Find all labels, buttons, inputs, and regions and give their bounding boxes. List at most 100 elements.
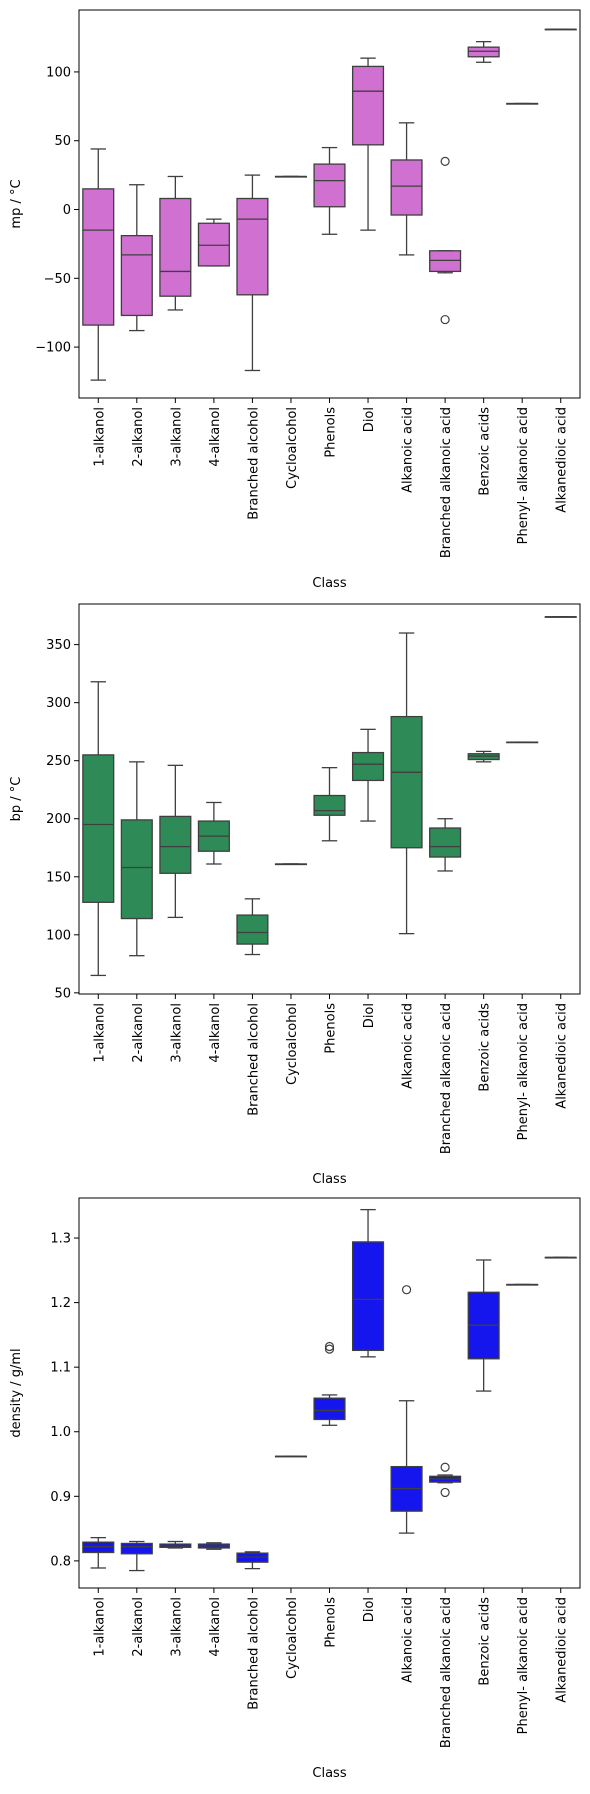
box-alkanedioic-acid xyxy=(544,1256,577,1259)
box-iqr xyxy=(351,65,385,146)
box-iqr xyxy=(313,1397,346,1421)
box-iqr xyxy=(120,234,153,317)
x-tick-label: Branched alcohol xyxy=(246,1003,261,1116)
box-iqr xyxy=(351,751,385,782)
x-tick-label: Benzoic acids xyxy=(478,1003,493,1092)
x-tick-label: Phenols xyxy=(324,407,339,458)
box-iqr xyxy=(313,794,346,816)
x-tick-label: Diol xyxy=(362,1597,377,1622)
x-tick-label: 2-alkanol xyxy=(131,1003,146,1063)
box-3-alkanol xyxy=(159,764,192,919)
x-tick-label: Alkanedioic acid xyxy=(555,1597,570,1703)
y-tick-label: 0 xyxy=(63,203,71,218)
y-tick-label: 200 xyxy=(46,812,71,827)
x-tick-label: 4-alkanol xyxy=(208,1597,223,1657)
y-tick-label: −100 xyxy=(35,341,71,356)
x-tick-label: Phenyl- alkanoic acid xyxy=(516,407,531,544)
x-tick-label: Phenyl- alkanoic acid xyxy=(516,1597,531,1734)
box-iqr xyxy=(159,815,192,874)
box-iqr xyxy=(390,715,423,849)
x-tick-label: Phenols xyxy=(324,1597,339,1648)
box-3-alkanol xyxy=(159,1540,192,1549)
box-iqr xyxy=(429,827,462,858)
x-tick-label: Branched alcohol xyxy=(246,1597,261,1710)
box-2-alkanol xyxy=(120,184,153,332)
y-tick-label: 0.9 xyxy=(50,1490,71,1505)
box-alkanedioic-acid xyxy=(544,616,577,618)
box-phenols xyxy=(313,1341,346,1426)
box-2-alkanol xyxy=(120,1540,153,1572)
box-phenols xyxy=(313,146,346,235)
y-tick-label: 1.2 xyxy=(50,1296,71,1311)
x-tick-label: 2-alkanol xyxy=(131,407,146,467)
y-tick-label: 300 xyxy=(46,696,71,711)
box-iqr xyxy=(82,754,115,903)
box-branched-alcohol xyxy=(236,1551,269,1570)
x-tick-label: Cycloalcohol xyxy=(285,1003,300,1085)
outlier-point xyxy=(324,1341,335,1352)
box-iqr xyxy=(120,819,153,920)
y-axis-label: bp / °C xyxy=(9,777,24,822)
outlier-point xyxy=(324,1344,335,1354)
chart-panel-2: 50 100 150 200 250 300 350 1-alkanol 2-alkanol 3-… xyxy=(9,603,581,1187)
x-tick-label: Phenols xyxy=(324,1003,339,1054)
box-cycloalcohol xyxy=(274,863,308,866)
x-axis-label: Class xyxy=(312,1172,346,1187)
y-axis-label: density / g/ml xyxy=(9,1348,24,1437)
box-branched-alcohol xyxy=(236,898,269,956)
box-1-alkanol xyxy=(82,681,115,977)
box-4-alkanol xyxy=(197,801,230,865)
box-2-alkanol xyxy=(120,761,153,957)
y-tick-label: 100 xyxy=(46,928,71,943)
box-diol xyxy=(351,57,385,231)
box-cycloalcohol xyxy=(274,1455,308,1458)
outlier-point xyxy=(440,314,450,325)
box-iqr xyxy=(82,188,115,326)
y-tick-label: 50 xyxy=(54,986,71,1001)
y-tick-label: 150 xyxy=(46,870,71,885)
x-tick-label: Alkanedioic acid xyxy=(555,407,570,513)
box-phenyl-alkanoic-acid xyxy=(506,1283,539,1286)
outlier-point xyxy=(440,156,450,166)
outlier-point xyxy=(440,1462,450,1472)
x-tick-label: Cycloalcohol xyxy=(285,1597,300,1679)
x-tick-label: Diol xyxy=(362,407,377,432)
box-iqr xyxy=(120,1542,153,1555)
box-4-alkanol xyxy=(197,218,230,267)
box-1-alkanol xyxy=(82,148,115,381)
box-benzoic-acids xyxy=(467,40,500,63)
box-phenyl-alkanoic-acid xyxy=(506,102,539,105)
box-iqr xyxy=(159,197,192,297)
x-tick-label: Cycloalcohol xyxy=(285,407,300,489)
x-tick-label: Branched alcohol xyxy=(246,407,261,520)
box-diol xyxy=(351,728,385,822)
box-iqr xyxy=(467,46,500,58)
y-tick-label: 1.0 xyxy=(50,1425,71,1440)
outlier-point xyxy=(440,1487,450,1498)
x-tick-label: 3-alkanol xyxy=(169,1003,184,1063)
x-tick-label: 1-alkanol xyxy=(92,1597,107,1657)
box-alkanoic-acid xyxy=(390,632,423,935)
x-axis-label: Class xyxy=(312,1766,346,1781)
x-tick-label: Benzoic acids xyxy=(478,1597,493,1686)
x-tick-label: 2-alkanol xyxy=(131,1597,146,1657)
plot-frame xyxy=(78,1197,581,1589)
x-tick-label: Branched alkanoic acid xyxy=(439,1597,454,1748)
box-branched-alcohol xyxy=(236,174,269,372)
x-tick-label: 1-alkanol xyxy=(92,407,107,467)
x-tick-label: Phenyl- alkanoic acid xyxy=(516,1003,531,1140)
box-iqr xyxy=(313,163,346,208)
x-tick-label: 3-alkanol xyxy=(169,1597,184,1657)
box-iqr xyxy=(236,197,269,296)
box-alkanoic-acid xyxy=(390,122,423,256)
box-iqr xyxy=(429,250,462,273)
box-branched-alkanoic-acid xyxy=(429,818,462,872)
box-phenyl-alkanoic-acid xyxy=(506,741,539,744)
x-tick-label: 3-alkanol xyxy=(169,407,184,467)
box-branched-alkanoic-acid xyxy=(429,1462,462,1498)
x-tick-label: 1-alkanol xyxy=(92,1003,107,1063)
box-alkanedioic-acid xyxy=(544,28,577,31)
x-tick-label: Alkanoic acid xyxy=(401,407,416,493)
